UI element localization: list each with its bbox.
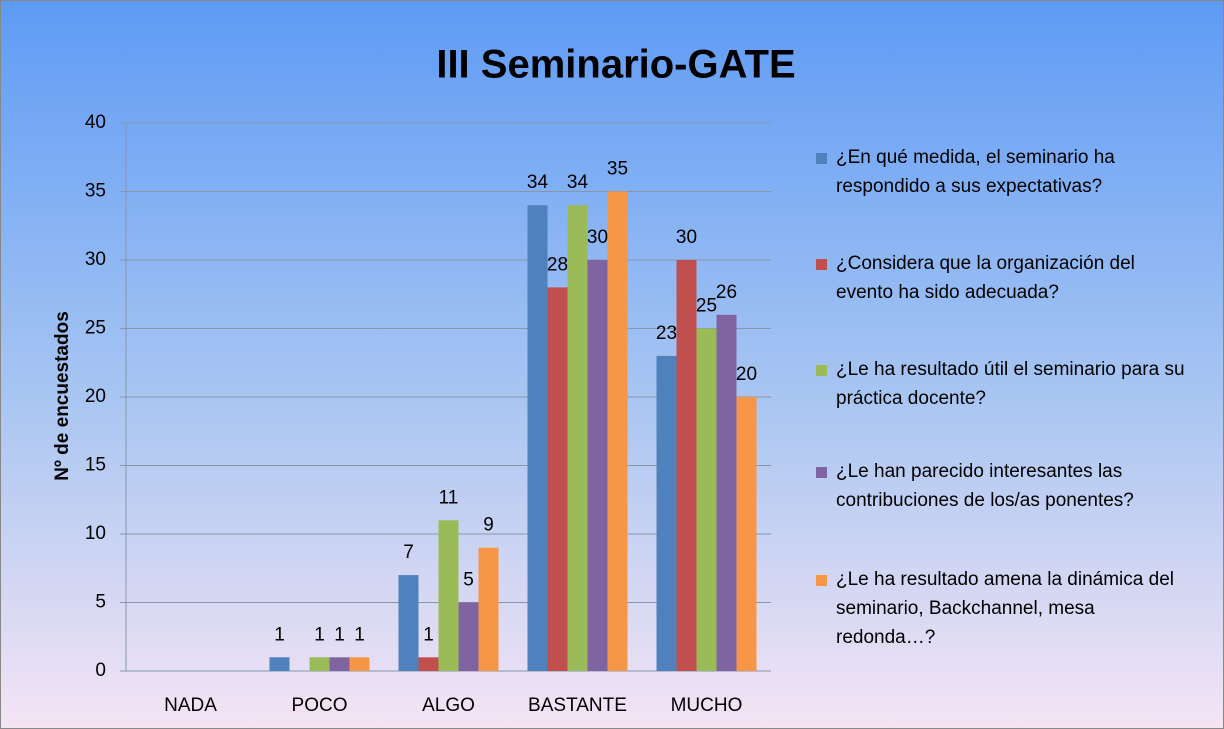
bar (478, 547, 499, 671)
y-tick-label: 10 (85, 523, 106, 544)
bar (458, 602, 479, 671)
data-label: 1 (274, 624, 285, 645)
x-tick-label: BASTANTE (528, 695, 627, 716)
data-label: 7 (403, 542, 414, 563)
bar (676, 260, 697, 671)
data-label: 28 (547, 254, 568, 275)
data-label: 1 (354, 624, 365, 645)
legend-item: ¿Le ha resultado útil el seminario para … (816, 355, 1186, 413)
y-tick-label: 0 (95, 660, 106, 681)
legend-label: ¿Le ha resultado amena la dinámica del s… (836, 569, 1174, 648)
data-label: 5 (463, 570, 474, 591)
y-tick-label: 40 (85, 112, 106, 133)
bar (269, 657, 290, 671)
legend-item: ¿En qué medida, el seminario ha respondi… (816, 143, 1186, 201)
bar (716, 314, 737, 671)
data-label: 34 (567, 172, 589, 193)
chart-title: III Seminario-GATE (436, 43, 795, 87)
y-tick-label: 15 (85, 455, 106, 476)
data-label: 1 (423, 624, 434, 645)
bar (418, 657, 439, 671)
bar (607, 191, 628, 671)
bar (309, 657, 330, 671)
data-label: 35 (607, 159, 628, 180)
legend-label: ¿Le ha resultado útil el seminario para … (836, 359, 1185, 409)
bar (587, 260, 608, 671)
x-tick-label: MUCHO (671, 695, 743, 716)
legend-swatch (816, 365, 827, 376)
bar (547, 287, 568, 671)
x-tick-label: ALGO (422, 695, 475, 716)
bar (527, 205, 548, 671)
y-tick-label: 35 (85, 181, 106, 202)
data-label: 23 (656, 323, 677, 344)
data-label: 30 (587, 227, 608, 248)
bar (329, 657, 350, 671)
legend-swatch (816, 259, 827, 270)
legend-label: ¿Considera que la organización del event… (836, 253, 1135, 303)
legend-item: ¿Le han parecido interesantes las contri… (816, 457, 1186, 515)
legend-item: ¿Le ha resultado amena la dinámica del s… (816, 565, 1186, 652)
data-label: 9 (483, 515, 494, 536)
legend-swatch (816, 575, 827, 586)
bar (398, 575, 419, 671)
y-tick-label: 20 (85, 386, 106, 407)
data-label: 20 (736, 364, 757, 385)
legend-label: ¿En qué medida, el seminario ha respondi… (836, 147, 1115, 197)
data-label: 34 (527, 172, 549, 193)
y-tick-label: 25 (85, 318, 106, 339)
legend-swatch (816, 153, 827, 164)
y-axis-label: Nº de encuestados (52, 311, 73, 481)
data-label: 26 (716, 282, 737, 303)
bar (696, 328, 717, 671)
x-tick-label: POCO (292, 695, 348, 716)
x-tick-label: NADA (164, 695, 217, 716)
data-label: 1 (314, 624, 325, 645)
legend-swatch (816, 467, 827, 478)
bar (567, 205, 588, 671)
data-label: 11 (439, 487, 459, 508)
legend-item: ¿Considera que la organización del event… (816, 249, 1186, 307)
data-label: 25 (696, 296, 717, 317)
data-label: 1 (334, 624, 345, 645)
y-tick-label: 5 (95, 592, 106, 613)
bar (656, 355, 677, 671)
bar (736, 397, 757, 671)
y-tick-label: 30 (85, 249, 106, 270)
legend-label: ¿Le han parecido interesantes las contri… (836, 461, 1134, 511)
data-label: 30 (676, 227, 697, 248)
bar (438, 520, 459, 671)
bar (349, 657, 370, 671)
